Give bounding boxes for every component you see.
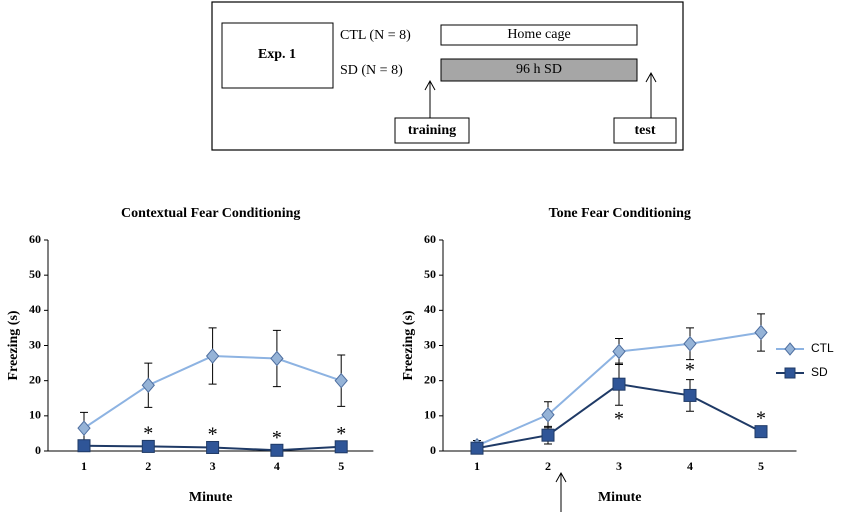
point <box>541 407 555 423</box>
group-label: SD (N = 8) <box>340 63 403 78</box>
x-tick-label: 1 <box>81 459 87 473</box>
significance-mark: * <box>143 423 153 445</box>
y-tick-label: 60 <box>29 232 41 246</box>
design-diagram: Exp. 1 CTL (N = 8) Home cage SD (N = 8) … <box>211 1 684 151</box>
y-tick-label: 10 <box>424 408 436 422</box>
x-tick-label: 3 <box>210 459 216 473</box>
significance-mark: * <box>614 408 624 430</box>
test-label: test <box>635 123 656 138</box>
y-tick-label: 0 <box>35 443 41 457</box>
significance-mark: * <box>272 427 282 449</box>
training-box <box>394 117 470 144</box>
x-axis-label: Minute <box>598 490 642 505</box>
x-tick-label: 2 <box>545 459 551 473</box>
chart-title: Tone Fear Conditioning <box>549 206 691 221</box>
condition-label: Home cage <box>507 27 570 42</box>
point <box>334 372 348 389</box>
y-tick-label: 50 <box>424 267 436 281</box>
x-tick-label: 5 <box>758 459 764 473</box>
point <box>77 420 91 436</box>
group-label: CTL (N = 8) <box>340 28 411 43</box>
point <box>754 425 768 439</box>
y-tick-label: 40 <box>29 302 41 316</box>
legend-label: SD <box>811 365 828 379</box>
x-tick-label: 2 <box>145 459 151 473</box>
significance-mark: * <box>208 424 218 446</box>
x-tick-label: 4 <box>687 459 693 473</box>
y-axis-label: Freezing (s) <box>401 310 416 380</box>
test-box <box>613 117 677 144</box>
point <box>141 377 155 394</box>
point <box>754 324 768 341</box>
significance-mark: * <box>685 359 695 381</box>
point <box>141 439 155 453</box>
y-tick-label: 40 <box>424 302 436 316</box>
y-tick-label: 60 <box>424 232 436 246</box>
point <box>77 439 91 453</box>
exp-label: Exp. 1 <box>258 47 296 62</box>
point <box>612 343 626 360</box>
point <box>334 440 348 454</box>
x-tick-label: 3 <box>616 459 622 473</box>
point <box>683 388 697 402</box>
y-tick-label: 20 <box>29 372 41 386</box>
point <box>270 443 284 457</box>
x-tick-label: 1 <box>474 459 480 473</box>
arrow-head <box>424 79 436 91</box>
significance-mark: * <box>756 408 766 430</box>
y-tick-label: 50 <box>29 267 41 281</box>
arrow-head <box>555 471 567 483</box>
condition-box <box>440 24 638 46</box>
x-tick-label: 5 <box>338 459 344 473</box>
point <box>270 350 284 367</box>
legend-marker <box>784 342 796 356</box>
point <box>683 335 697 352</box>
x-tick-label: 4 <box>274 459 280 473</box>
condition-box <box>440 58 638 82</box>
y-tick-label: 20 <box>424 372 436 386</box>
training-label: training <box>408 123 456 138</box>
x-axis-label: Minute <box>189 490 233 505</box>
point <box>470 441 484 455</box>
y-axis-label: Freezing (s) <box>6 310 21 380</box>
legend-marker <box>784 367 796 379</box>
point <box>206 440 220 454</box>
legend-label: CTL <box>811 341 834 355</box>
y-tick-label: 10 <box>29 408 41 422</box>
chart-title: Contextual Fear Conditioning <box>121 206 300 221</box>
significance-mark: * <box>336 423 346 445</box>
point <box>205 348 220 364</box>
arrow-head <box>645 71 657 83</box>
y-tick-label: 0 <box>430 443 436 457</box>
y-tick-label: 30 <box>29 337 41 351</box>
point <box>541 428 555 442</box>
point <box>612 377 626 391</box>
y-tick-label: 30 <box>424 337 436 351</box>
exp-box <box>221 22 334 89</box>
condition-label: 96 h SD <box>516 62 562 77</box>
